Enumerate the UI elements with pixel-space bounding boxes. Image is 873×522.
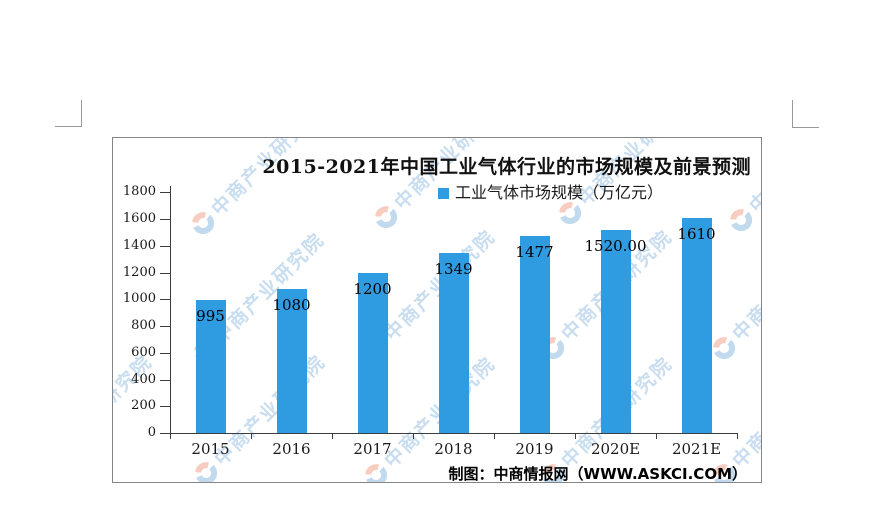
watermark-text: 中商产业研究院 — [112, 350, 157, 471]
watermark-text: 中商产业研究院 — [380, 352, 500, 473]
watermark-unit: 中商产业研究院 — [188, 348, 330, 482]
watermark-layer: 中商产业研究院 中商产业研究院 中商产业研究院 中商产业研究院 中商产业研究院 中商产业研… — [113, 138, 761, 482]
chart-source-credit: 制图：中商情报网（WWW.ASKCI.COM） — [448, 465, 747, 483]
legend-label: 工业气体市场规模（万亿元） — [455, 183, 664, 202]
watermark-text: 中商产业研究院 — [209, 228, 329, 349]
watermark-text: 中商产业研究院 — [557, 225, 677, 346]
watermark-logo-icon — [708, 332, 740, 364]
watermark-text: 中商产业研究院 — [728, 352, 762, 473]
chart-legend: 工业气体市场规模（万亿元） — [438, 183, 663, 203]
legend-marker-square — [438, 188, 449, 199]
watermark-logo-icon — [360, 332, 392, 364]
watermark-logo-icon — [189, 335, 221, 367]
chart-title: 2015-2021年中国工业气体行业的市场规模及前景预测 — [262, 156, 751, 178]
watermark-logo-icon — [370, 201, 402, 233]
watermark-text: 中商产业研究院 — [210, 350, 330, 471]
watermark-logo-icon — [187, 207, 219, 239]
page-margin-mark-top-left — [55, 100, 82, 127]
watermark-unit: 中商产业研究院 — [358, 223, 500, 365]
page-margin-mark-top-right — [792, 100, 819, 128]
watermark-unit: 中商产业研究院 — [535, 223, 677, 365]
watermark-unit: 中商产业研究院 — [187, 226, 329, 368]
watermark-unit: 中商产业研究院 — [112, 348, 158, 482]
watermark-text: 中商产业研究院 — [557, 352, 677, 473]
watermark-text: 中商产业研究院 — [207, 137, 327, 221]
watermark-text: 中商产业研究院 — [380, 225, 500, 346]
chart-image-frame: 中商产业研究院 中商产业研究院 中商产业研究院 中商产业研究院 中商产业研究院 中商产业研… — [112, 137, 762, 483]
watermark-logo-icon — [537, 332, 569, 364]
watermark-logo-icon — [360, 459, 392, 482]
watermark-unit: 中商产业研究院 — [706, 223, 762, 365]
watermark-text: 中商产业研究院 — [728, 225, 762, 346]
watermark-logo-icon — [725, 204, 757, 236]
watermark-logo-icon — [190, 457, 222, 482]
